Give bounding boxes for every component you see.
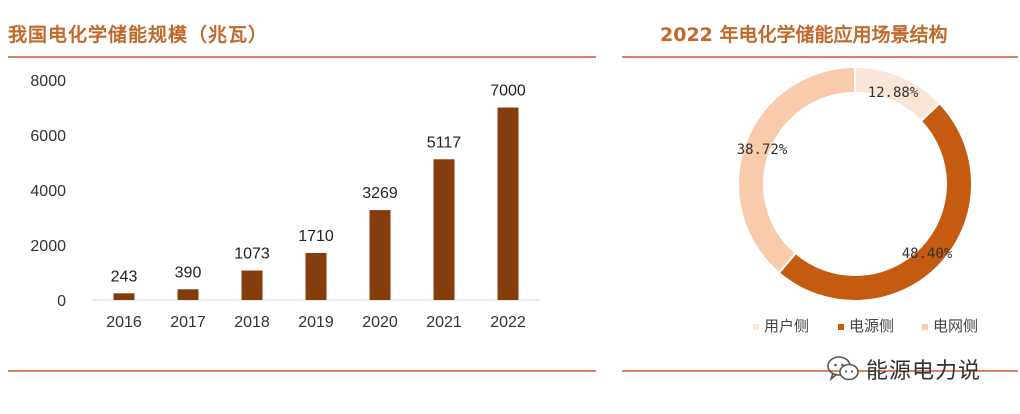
x-tick-label: 2022 [490, 314, 526, 331]
watermark: 能源电力说 [826, 352, 981, 386]
x-tick-label: 2017 [170, 314, 206, 331]
donut-slice [737, 65, 856, 275]
x-tick-label: 2018 [234, 314, 270, 331]
x-tick-label: 2020 [362, 314, 398, 331]
right-title-rule [622, 56, 1018, 58]
legend-swatch [922, 324, 928, 330]
bar-value-label: 243 [111, 268, 138, 285]
bar-chart: 0 2000 4000 6000 8000 243 2016 390 2017 1073 2018 1… [30, 73, 540, 331]
bar [497, 107, 519, 300]
bar-value-label: 1073 [234, 245, 270, 262]
legend-label: 用户侧 [764, 317, 809, 335]
y-tick-label: 0 [57, 293, 66, 310]
right-bottom-rule [622, 370, 1018, 372]
bar [177, 289, 199, 300]
bar [241, 270, 263, 300]
bar-value-label: 3269 [362, 185, 398, 202]
legend-label: 电源侧 [849, 317, 894, 335]
wechat-icon [827, 356, 859, 382]
bar-value-label: 7000 [490, 83, 526, 100]
legend-swatch [753, 324, 759, 330]
y-tick-label: 8000 [30, 73, 66, 90]
slice-percent-label: 48.40% [902, 246, 953, 262]
bar-chart-title: 我国电化学储能规模（兆瓦） [8, 24, 269, 46]
legend-swatch [838, 324, 844, 330]
left-title-rule [8, 56, 596, 58]
slice-percent-label: 12.88% [868, 85, 919, 101]
bar-value-label: 5117 [427, 134, 462, 151]
donut-slice [777, 101, 973, 302]
watermark-text: 能源电力说 [866, 359, 982, 384]
legend-label: 电网侧 [933, 317, 978, 335]
slice-percent-label: 38.72% [737, 142, 788, 158]
y-tick-label: 2000 [30, 238, 66, 255]
bar [305, 252, 327, 300]
x-tick-label: 2021 [426, 314, 462, 331]
donut-chart: 12.88% 48.40% 38.72% 用户侧 电源侧 电网侧 [737, 65, 978, 335]
bar [433, 159, 455, 300]
bar [113, 293, 135, 300]
bar-value-label: 390 [175, 264, 202, 281]
y-tick-label: 4000 [30, 183, 66, 200]
bar-value-label: 1710 [298, 228, 334, 245]
x-tick-label: 2019 [298, 314, 334, 331]
left-bottom-rule [8, 370, 596, 372]
y-tick-label: 6000 [30, 128, 66, 145]
donut-chart-title: 2022 年电化学储能应用场景结构 [660, 24, 948, 46]
bar [369, 210, 391, 300]
x-tick-label: 2016 [106, 314, 142, 331]
